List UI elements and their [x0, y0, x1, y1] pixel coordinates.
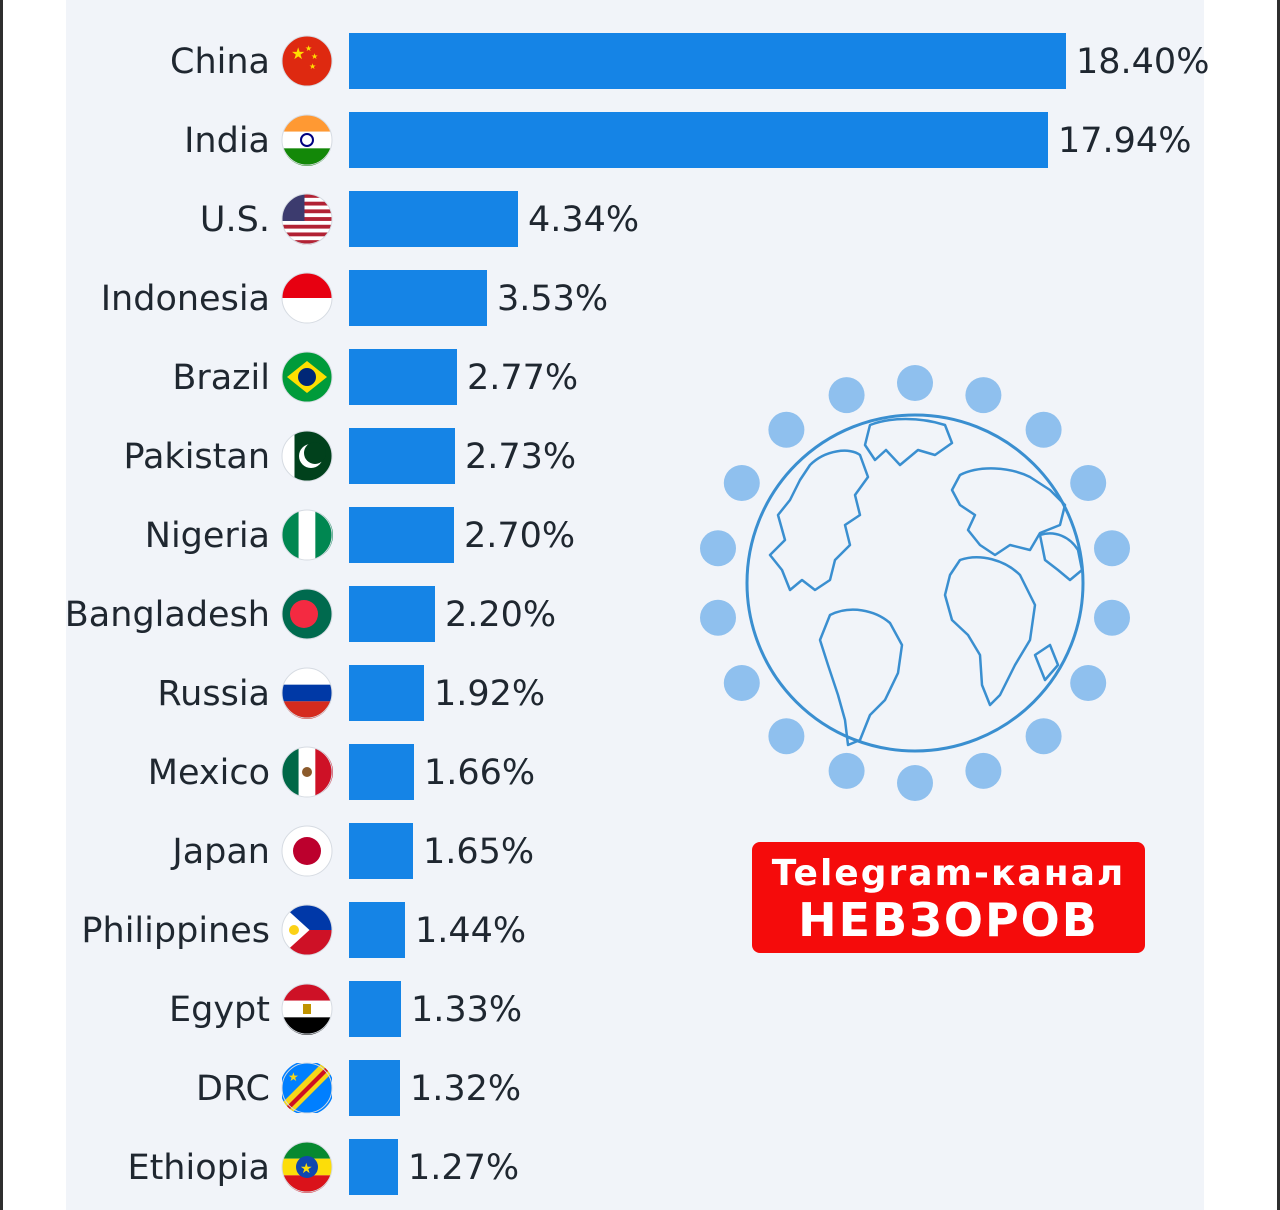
country-label: Indonesia — [101, 279, 270, 319]
bar — [349, 981, 401, 1037]
bar — [349, 112, 1048, 168]
country-label: Nigeria — [145, 516, 270, 556]
value-label: 1.27% — [408, 1148, 519, 1188]
value-label: 2.77% — [467, 358, 578, 398]
badge-line-1: Telegram-канал — [771, 853, 1126, 894]
bar — [349, 586, 435, 642]
globe-dot — [828, 752, 865, 789]
bar — [349, 1139, 398, 1195]
left-edge-strip — [0, 0, 3, 1210]
bar — [349, 665, 424, 721]
country-label: Japan — [170, 832, 270, 872]
value-label: 1.66% — [424, 753, 535, 793]
value-label: 4.34% — [528, 200, 639, 240]
value-label: 2.73% — [465, 437, 576, 477]
globe-dot — [723, 465, 760, 501]
globe-dot — [1025, 718, 1062, 755]
globe-dot — [1070, 665, 1107, 701]
value-label: 1.32% — [410, 1069, 521, 1109]
ethiopia-flag-icon: ★ — [281, 1141, 333, 1193]
japan-flag-icon — [281, 825, 333, 877]
bar — [349, 191, 518, 247]
value-label: 1.65% — [423, 832, 534, 872]
nigeria-flag-icon — [281, 509, 333, 561]
bar — [349, 428, 455, 484]
country-label: Bangladesh — [65, 595, 270, 635]
country-label: Brazil — [172, 358, 270, 398]
country-label: Philippines — [81, 911, 270, 951]
globe-dot — [723, 665, 760, 701]
us-flag-icon — [281, 193, 333, 245]
bar — [349, 902, 405, 958]
badge-line-2: НЕВЗОРОВ — [798, 893, 1099, 947]
globe-dot — [700, 530, 736, 567]
bar — [349, 744, 414, 800]
svg-text:★: ★ — [309, 62, 316, 71]
pakistan-flag-icon — [281, 430, 333, 482]
svg-text:★: ★ — [291, 44, 305, 63]
country-label: Pakistan — [123, 437, 270, 477]
globe-dot — [1094, 530, 1130, 567]
egypt-flag-icon — [281, 983, 333, 1035]
value-label: 18.40% — [1076, 42, 1209, 82]
brazil-flag-icon — [281, 351, 333, 403]
country-label: Ethiopia — [127, 1148, 270, 1188]
svg-text:★: ★ — [305, 44, 312, 53]
bar — [349, 33, 1066, 89]
country-label: Mexico — [148, 753, 270, 793]
country-label: Egypt — [169, 990, 270, 1030]
value-label: 1.33% — [411, 990, 522, 1030]
bar — [349, 507, 454, 563]
svg-text:★: ★ — [288, 1070, 299, 1084]
bar — [349, 823, 413, 879]
bar — [349, 270, 487, 326]
globe-dot — [768, 411, 805, 448]
value-label: 2.70% — [464, 516, 575, 556]
philippines-flag-icon — [281, 904, 333, 956]
svg-text:★: ★ — [300, 1161, 313, 1177]
indonesia-flag-icon — [281, 272, 333, 324]
china-flag-icon: ★ ★★★ — [281, 35, 333, 87]
globe-dot — [1094, 599, 1130, 636]
globe-dot — [897, 765, 933, 801]
globe-dot — [768, 718, 805, 755]
bangladesh-flag-icon — [281, 588, 333, 640]
russia-flag-icon — [281, 667, 333, 719]
chart-background — [66, 0, 1204, 1210]
globe-icon — [700, 365, 1130, 801]
globe-dot — [700, 599, 736, 636]
country-label: Russia — [157, 674, 270, 714]
globe-dot — [1025, 411, 1062, 448]
bar — [349, 1060, 400, 1116]
country-label: DRC — [196, 1069, 270, 1109]
globe-dot — [965, 752, 1002, 789]
india-flag-icon — [281, 114, 333, 166]
drc-flag-icon: ★ — [280, 1061, 334, 1115]
globe-dot — [828, 377, 865, 414]
globe-dot — [897, 365, 933, 401]
country-label: China — [170, 42, 270, 82]
telegram-channel-badge: Telegram-канал НЕВЗОРОВ — [752, 842, 1145, 953]
value-label: 3.53% — [497, 279, 608, 319]
mexico-flag-icon — [281, 746, 333, 798]
value-label: 2.20% — [445, 595, 556, 635]
globe-dot — [965, 377, 1002, 414]
value-label: 17.94% — [1058, 121, 1191, 161]
country-label: India — [184, 121, 270, 161]
svg-text:★: ★ — [311, 52, 318, 61]
globe-dot — [1070, 465, 1107, 501]
bar — [349, 349, 457, 405]
right-edge-strip — [1277, 0, 1280, 1210]
value-label: 1.92% — [434, 674, 545, 714]
value-label: 1.44% — [415, 911, 526, 951]
country-label: U.S. — [200, 200, 270, 240]
